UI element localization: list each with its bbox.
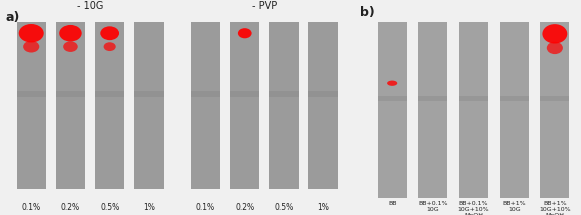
Text: 0.2%: 0.2% — [235, 203, 254, 212]
Ellipse shape — [103, 42, 116, 51]
Text: 1%: 1% — [143, 203, 155, 212]
Ellipse shape — [547, 42, 563, 54]
Bar — [309, 91, 338, 97]
Bar — [56, 91, 85, 97]
Text: 1%: 1% — [317, 203, 329, 212]
Ellipse shape — [19, 24, 44, 42]
Bar — [378, 95, 407, 101]
Ellipse shape — [543, 24, 567, 44]
Bar — [269, 91, 299, 97]
Text: b): b) — [360, 6, 375, 19]
Text: BB: BB — [388, 201, 396, 206]
Text: 0.1%: 0.1% — [21, 203, 41, 212]
Ellipse shape — [387, 81, 397, 86]
Text: 0.5%: 0.5% — [274, 203, 293, 212]
Bar — [134, 22, 164, 189]
Bar — [500, 22, 529, 198]
Bar — [95, 22, 124, 189]
Bar — [230, 91, 260, 97]
Ellipse shape — [59, 25, 82, 41]
Text: BB+0.1%
10G: BB+0.1% 10G — [418, 201, 447, 212]
Bar — [500, 95, 529, 101]
Bar — [418, 95, 447, 101]
Bar — [540, 22, 569, 198]
Bar — [540, 95, 569, 101]
Bar — [459, 95, 488, 101]
Ellipse shape — [63, 41, 78, 52]
Bar — [56, 22, 85, 189]
Bar — [191, 91, 220, 97]
Bar — [378, 22, 407, 198]
Bar — [269, 22, 299, 189]
Ellipse shape — [23, 41, 40, 52]
Bar — [459, 22, 488, 198]
Text: - PVP: - PVP — [252, 2, 277, 11]
Ellipse shape — [101, 26, 119, 40]
Text: a): a) — [6, 11, 20, 24]
Text: 0.5%: 0.5% — [100, 203, 119, 212]
Text: 0.2%: 0.2% — [61, 203, 80, 212]
Bar — [418, 22, 447, 198]
Bar — [230, 22, 260, 189]
Bar — [95, 91, 124, 97]
Text: BB+1%
10G+10%
MeOH: BB+1% 10G+10% MeOH — [539, 201, 571, 215]
Text: BB+0.1%
10G+10%
MeOH: BB+0.1% 10G+10% MeOH — [458, 201, 489, 215]
Bar — [134, 91, 164, 97]
Bar — [309, 22, 338, 189]
Bar — [16, 91, 46, 97]
Bar — [16, 22, 46, 189]
Text: 0.1%: 0.1% — [196, 203, 215, 212]
Bar — [191, 22, 220, 189]
Ellipse shape — [238, 28, 252, 38]
Text: - 10G: - 10G — [77, 2, 103, 11]
Text: BB+1%
10G: BB+1% 10G — [503, 201, 526, 212]
